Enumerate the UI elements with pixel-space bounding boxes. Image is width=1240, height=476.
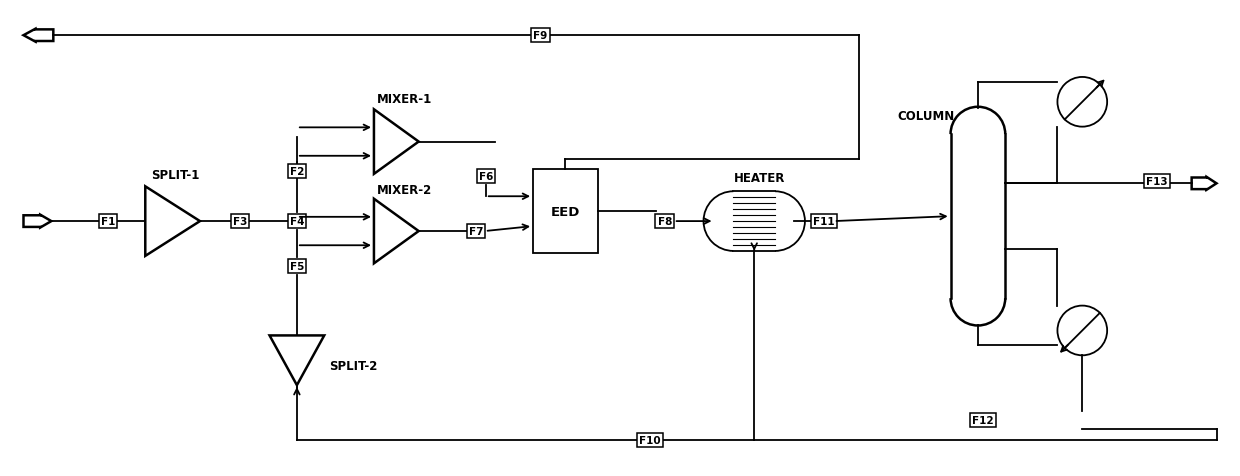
Text: MIXER-2: MIXER-2 [377, 183, 432, 196]
Text: F7: F7 [469, 227, 484, 237]
Text: F11: F11 [813, 217, 835, 227]
Circle shape [1058, 78, 1107, 128]
Text: SPLIT-2: SPLIT-2 [329, 359, 377, 372]
Polygon shape [269, 336, 324, 386]
Text: F13: F13 [1146, 177, 1168, 187]
Text: COLUMN: COLUMN [897, 109, 955, 122]
Text: F6: F6 [479, 172, 494, 182]
Text: F9: F9 [533, 31, 548, 41]
Text: EED: EED [551, 205, 580, 218]
Text: SPLIT-1: SPLIT-1 [151, 169, 200, 182]
Text: F4: F4 [290, 217, 304, 227]
Polygon shape [374, 110, 419, 175]
Text: F12: F12 [972, 415, 993, 425]
Circle shape [1058, 306, 1107, 356]
Polygon shape [145, 187, 200, 257]
Text: MIXER-1: MIXER-1 [377, 93, 432, 106]
Text: HEATER: HEATER [734, 172, 785, 185]
Polygon shape [1192, 178, 1216, 190]
FancyBboxPatch shape [533, 169, 598, 254]
Text: F3: F3 [233, 217, 248, 227]
Polygon shape [24, 30, 53, 42]
Text: F1: F1 [100, 217, 115, 227]
Polygon shape [24, 215, 51, 228]
Text: F10: F10 [639, 435, 661, 445]
Text: F5: F5 [290, 261, 304, 271]
Text: F8: F8 [657, 217, 672, 227]
Text: F2: F2 [290, 167, 304, 177]
Polygon shape [374, 199, 419, 264]
